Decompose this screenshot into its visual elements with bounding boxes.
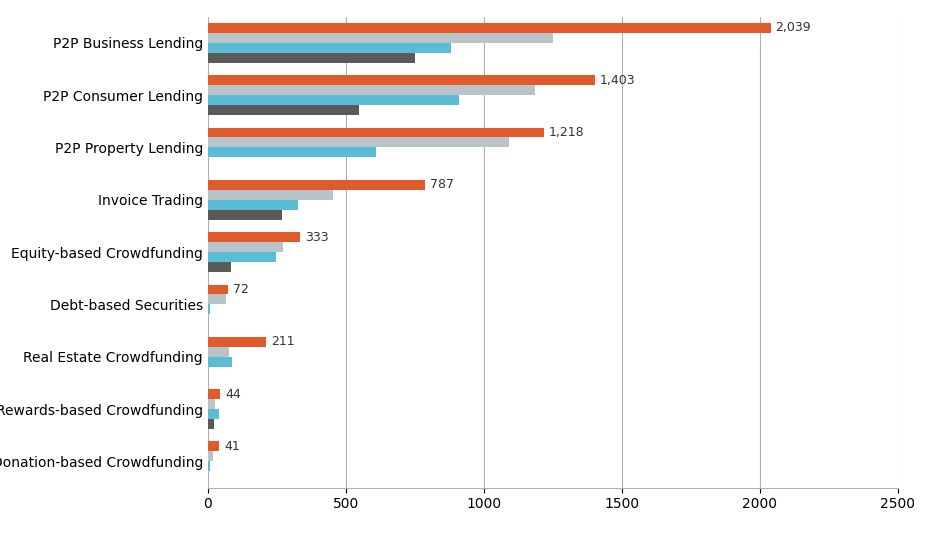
Text: 2,039: 2,039 bbox=[775, 22, 810, 34]
Bar bbox=[208, 399, 215, 409]
Bar bbox=[208, 285, 228, 295]
Bar bbox=[208, 452, 212, 461]
Text: 787: 787 bbox=[430, 178, 453, 191]
Bar bbox=[208, 23, 769, 33]
Bar bbox=[208, 147, 376, 157]
Bar bbox=[208, 200, 297, 209]
Bar bbox=[208, 347, 228, 357]
Text: 44: 44 bbox=[225, 388, 241, 401]
Bar bbox=[208, 180, 425, 190]
Bar bbox=[208, 409, 219, 419]
Bar bbox=[208, 75, 595, 85]
Bar bbox=[208, 43, 450, 53]
Bar bbox=[208, 53, 414, 63]
Bar bbox=[208, 33, 552, 43]
Bar bbox=[208, 190, 332, 200]
Text: 1,218: 1,218 bbox=[548, 126, 584, 139]
Bar bbox=[208, 337, 266, 347]
Bar bbox=[208, 252, 276, 262]
Text: 41: 41 bbox=[224, 440, 240, 453]
Bar bbox=[208, 461, 210, 471]
Bar bbox=[208, 95, 458, 105]
Bar bbox=[208, 210, 282, 219]
Text: 1,403: 1,403 bbox=[599, 74, 635, 86]
Bar bbox=[208, 357, 231, 367]
Bar bbox=[208, 137, 508, 147]
Bar bbox=[208, 105, 359, 115]
Bar bbox=[208, 304, 210, 314]
Text: 72: 72 bbox=[232, 283, 248, 296]
Text: 211: 211 bbox=[271, 335, 295, 348]
Bar bbox=[208, 262, 231, 272]
Bar bbox=[208, 419, 213, 429]
Bar bbox=[208, 442, 219, 452]
Bar bbox=[208, 389, 220, 399]
Text: 333: 333 bbox=[304, 230, 328, 244]
Bar bbox=[208, 242, 282, 252]
Bar bbox=[208, 85, 534, 95]
Bar bbox=[208, 232, 299, 242]
Bar bbox=[208, 295, 226, 304]
Bar bbox=[208, 127, 544, 137]
